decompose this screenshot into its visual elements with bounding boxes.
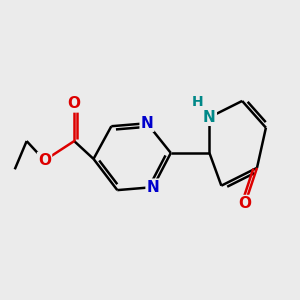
Text: O: O (38, 153, 51, 168)
Text: N: N (203, 110, 216, 125)
Text: H: H (192, 95, 203, 110)
Text: N: N (147, 180, 159, 195)
Text: N: N (141, 116, 153, 131)
Text: O: O (68, 96, 81, 111)
Text: O: O (238, 196, 252, 211)
